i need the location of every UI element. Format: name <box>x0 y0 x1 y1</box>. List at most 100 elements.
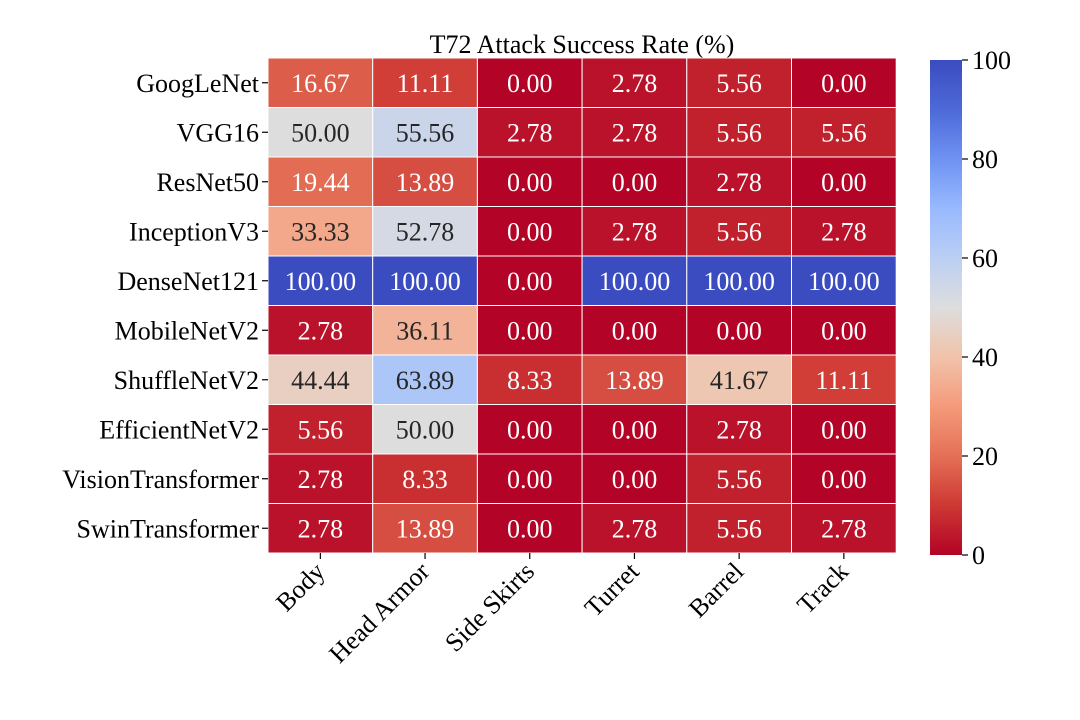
heatmap-cell <box>372 107 478 158</box>
heatmap-cell <box>686 206 792 257</box>
cell-value-label: 5.56 <box>716 514 762 543</box>
row-labels: GoogLeNet VGG16 ResNet50 InceptionV3 DenseNe… <box>62 69 268 543</box>
heatmap-cell <box>686 255 792 306</box>
cell-value-label: 2.78 <box>298 514 344 543</box>
row-label: SwinTransformer <box>77 514 260 543</box>
row-label: ResNet50 <box>156 168 259 197</box>
heatmap-cell <box>791 107 897 158</box>
cell-value-label: 2.78 <box>298 465 344 494</box>
cell-value-label: 2.78 <box>716 415 762 444</box>
cell-value-label: 2.78 <box>612 69 658 98</box>
heatmap-cell <box>267 255 374 306</box>
column-label: Track <box>791 557 854 620</box>
column-label: Head Armor <box>323 557 435 669</box>
cell-value-label: 2.78 <box>612 514 658 543</box>
cell-value-label: 100.00 <box>389 267 461 296</box>
cell-value-label: 11.11 <box>816 366 873 395</box>
cell-value-label: 11.11 <box>397 69 454 98</box>
cell-value-label: 5.56 <box>716 69 762 98</box>
colorbar-tick-label: 80 <box>972 145 998 174</box>
heatmap-cell <box>791 453 897 504</box>
heatmap-cell <box>267 305 374 356</box>
cell-value-label: 50.00 <box>291 118 350 147</box>
heatmap-cell <box>791 255 897 306</box>
column-label: Body <box>270 557 330 617</box>
heatmap-cell <box>686 503 792 554</box>
heatmap-cell <box>581 404 688 455</box>
heatmap-cell <box>372 503 478 554</box>
heatmap-cell <box>791 404 897 455</box>
cell-value-label: 5.56 <box>821 118 867 147</box>
row-label: ShuffleNetV2 <box>114 366 259 395</box>
cell-value-label: 19.44 <box>291 168 350 197</box>
colorbar-tick-label: 60 <box>972 244 998 273</box>
cell-value-label: 0.00 <box>507 465 553 494</box>
cell-value-label: 36.11 <box>396 316 454 345</box>
row-label: InceptionV3 <box>129 217 259 246</box>
heatmap-cell <box>267 404 374 455</box>
heatmap-cell <box>372 354 478 405</box>
cell-value-label: 0.00 <box>507 168 553 197</box>
cell-value-label: 5.56 <box>716 465 762 494</box>
heatmap-cell <box>372 206 478 257</box>
cell-value-label: 16.67 <box>291 69 350 98</box>
heatmap-cell <box>686 453 792 504</box>
cell-value-label: 0.00 <box>821 69 867 98</box>
cell-value-label: 0.00 <box>612 415 658 444</box>
cell-value-label: 2.78 <box>298 316 344 345</box>
cell-value-label: 5.56 <box>716 118 762 147</box>
heatmap-cell <box>476 57 583 108</box>
heatmap-cell <box>372 453 478 504</box>
cell-value-label: 50.00 <box>396 415 455 444</box>
heatmap-cell <box>791 156 897 207</box>
heatmap-cell-labels: 16.67 11.11 0.00 2.78 5.56 0.00 50.00 55.56 2.78… <box>285 69 880 544</box>
column-label: Turret <box>579 556 645 622</box>
cell-value-label: 0.00 <box>612 316 658 345</box>
heatmap-cell <box>267 57 374 108</box>
heatmap-cell <box>581 107 688 158</box>
cell-value-label: 0.00 <box>507 267 553 296</box>
cell-value-label: 8.33 <box>402 465 448 494</box>
row-label: GoogLeNet <box>136 69 260 98</box>
colorbar-tick-label: 0 <box>972 541 985 570</box>
heatmap-cell <box>791 57 897 108</box>
cell-value-label: 13.89 <box>396 514 455 543</box>
heatmap-cell <box>267 503 374 554</box>
cell-value-label: 0.00 <box>507 514 553 543</box>
heatmap-cells <box>267 57 897 554</box>
cell-value-label: 0.00 <box>716 316 762 345</box>
cell-value-label: 0.00 <box>612 168 658 197</box>
cell-value-label: 2.78 <box>821 514 867 543</box>
cell-value-label: 100.00 <box>285 267 357 296</box>
cell-value-label: 13.89 <box>605 366 664 395</box>
heatmap-cell <box>476 206 583 257</box>
cell-value-label: 52.78 <box>396 217 455 246</box>
cell-value-label: 2.78 <box>716 168 762 197</box>
cell-value-label: 55.56 <box>396 118 455 147</box>
cell-value-label: 2.78 <box>507 118 553 147</box>
column-label: Side Skirts <box>439 557 540 658</box>
column-label: Barrel <box>683 557 749 623</box>
row-label: VGG16 <box>177 118 259 147</box>
cell-value-label: 13.89 <box>396 168 455 197</box>
cell-value-label: 0.00 <box>821 415 867 444</box>
heatmap-cell <box>581 57 688 108</box>
cell-value-label: 0.00 <box>821 168 867 197</box>
heatmap-cell <box>581 255 688 306</box>
heatmap-cell <box>791 206 897 257</box>
cell-value-label: 100.00 <box>808 267 880 296</box>
heatmap-cell <box>372 57 478 108</box>
cell-value-label: 100.00 <box>599 267 671 296</box>
heatmap-cell <box>267 453 374 504</box>
heatmap-cell <box>686 156 792 207</box>
heatmap-cell <box>267 206 374 257</box>
cell-value-label: 0.00 <box>507 415 553 444</box>
row-label: MobileNetV2 <box>115 316 259 345</box>
heatmap-cell <box>476 404 583 455</box>
cell-value-label: 2.78 <box>612 118 658 147</box>
cell-value-label: 0.00 <box>821 316 867 345</box>
heatmap-cell <box>476 255 583 306</box>
heatmap-cell <box>476 354 583 405</box>
